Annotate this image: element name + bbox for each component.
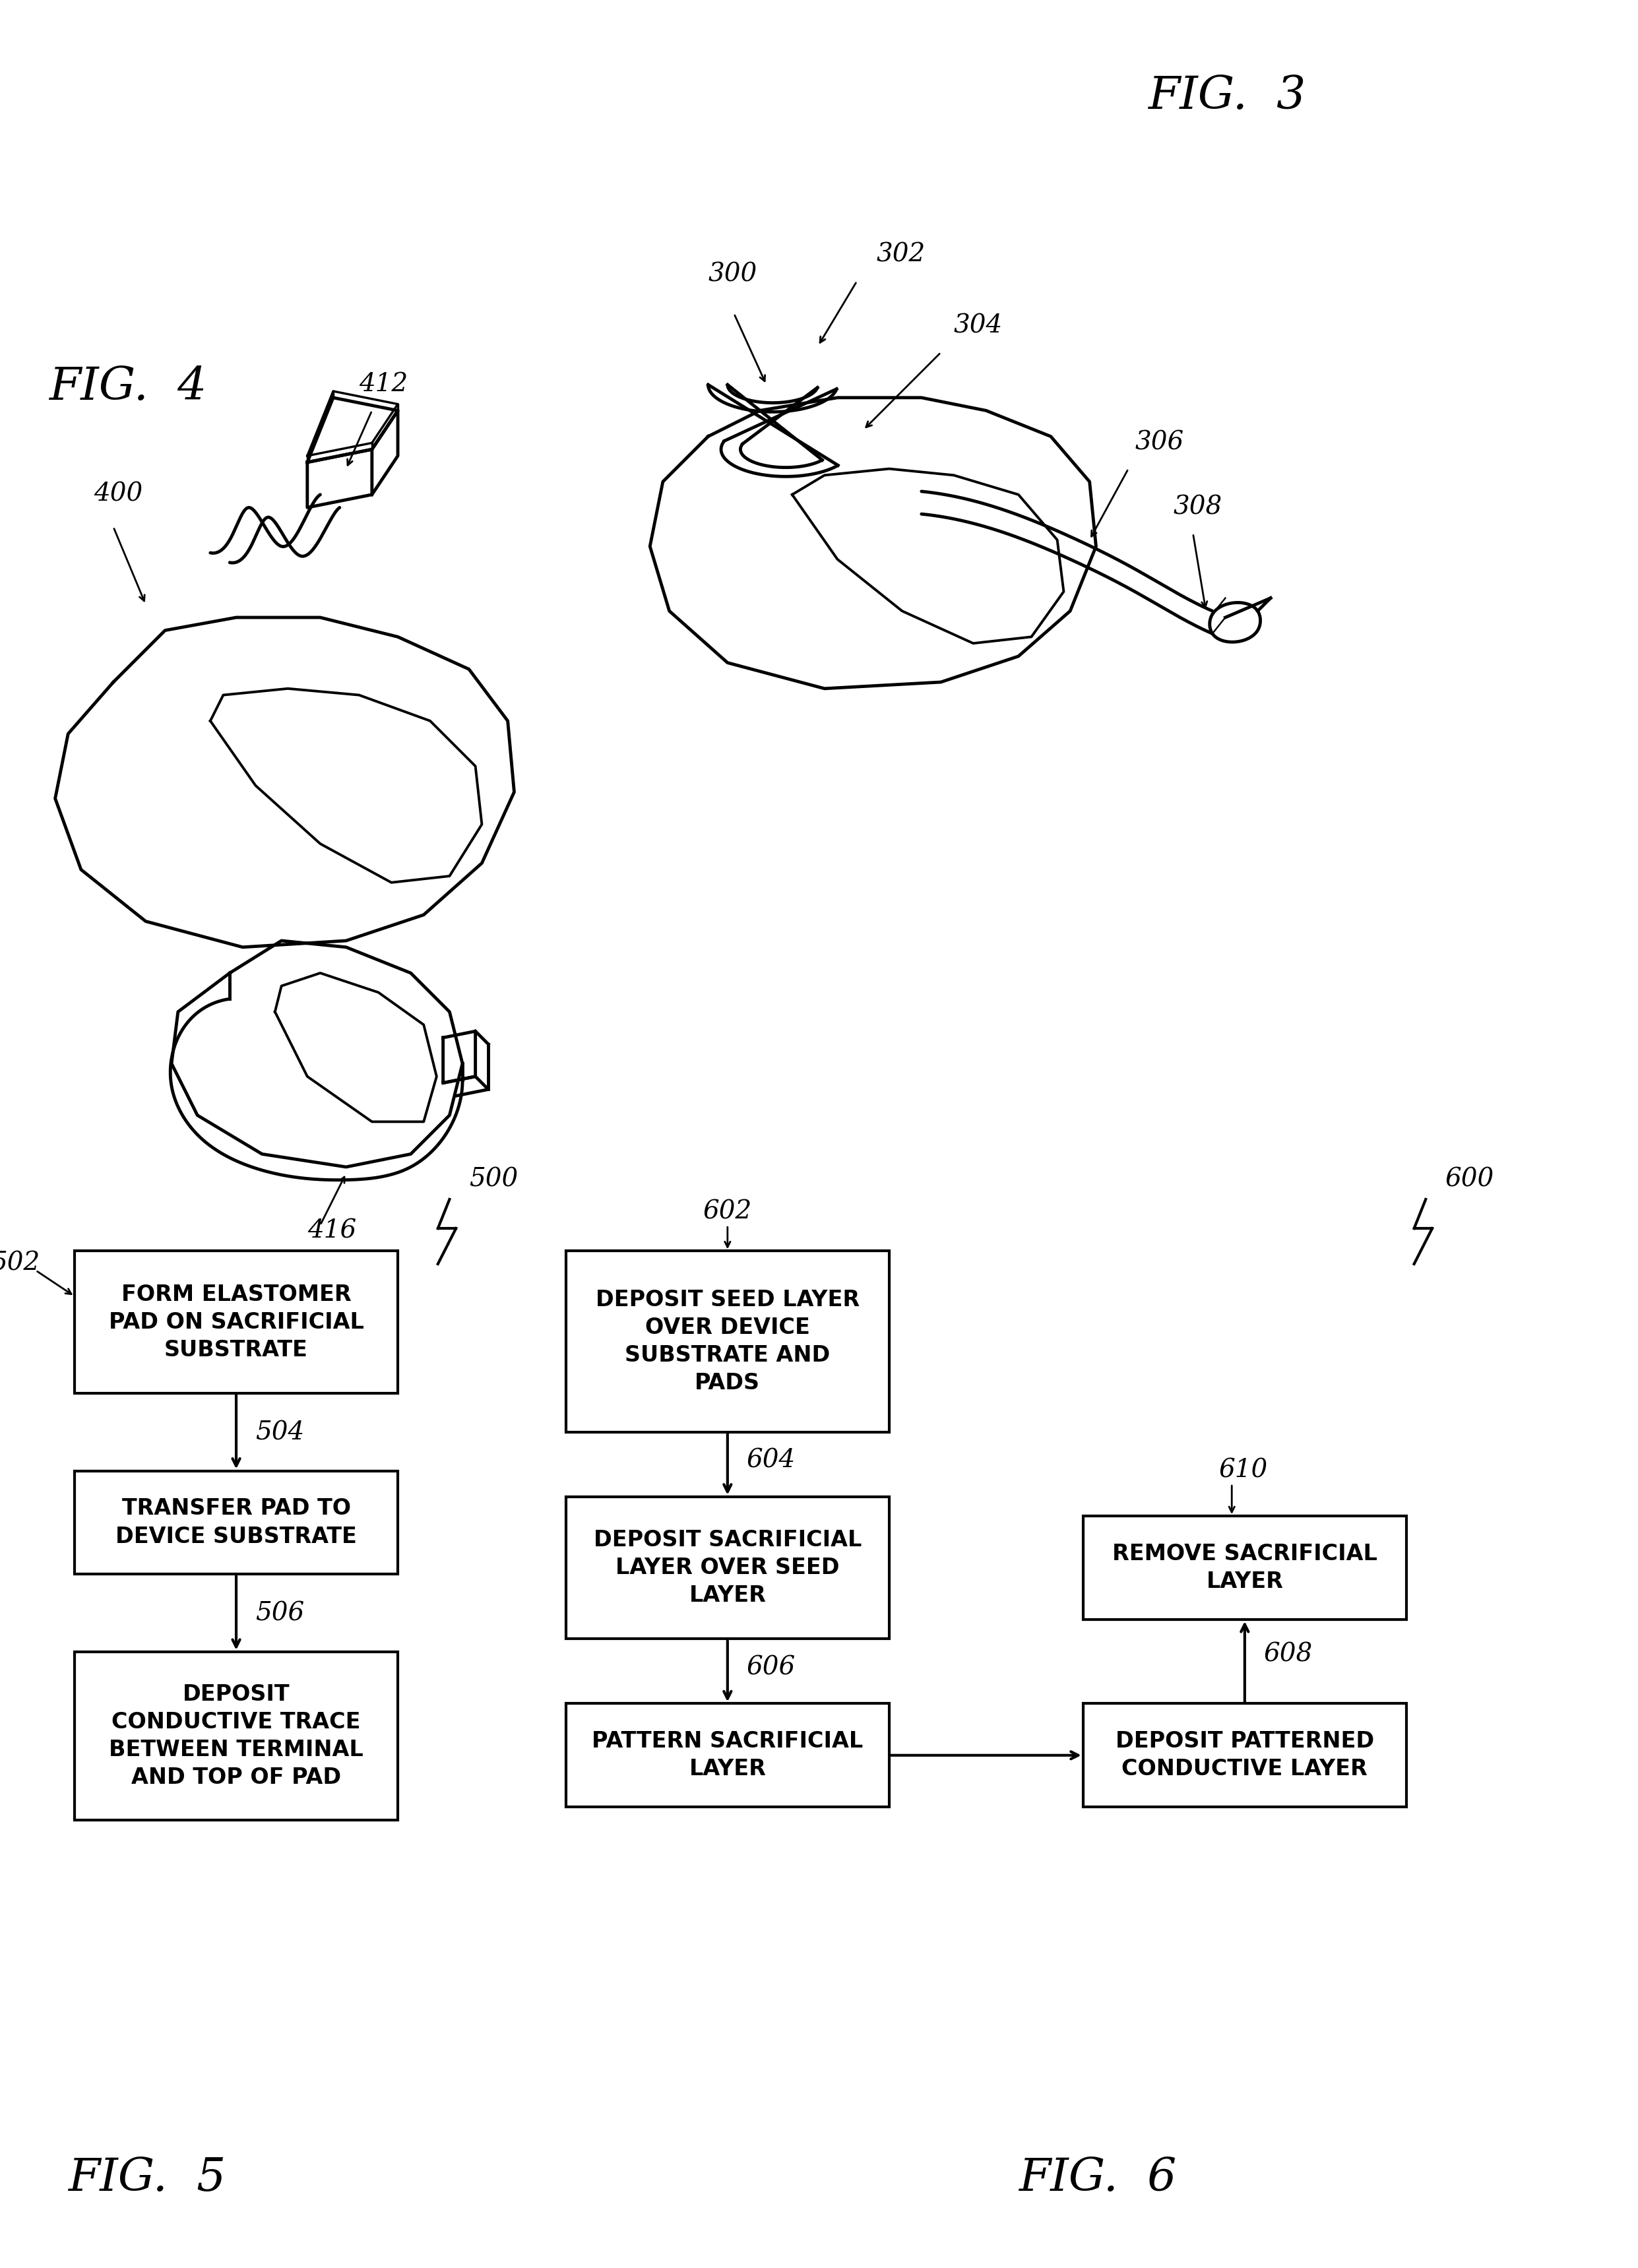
FancyBboxPatch shape — [1083, 1515, 1407, 1619]
FancyBboxPatch shape — [1083, 1703, 1407, 1808]
Text: PATTERN SACRIFICIAL
LAYER: PATTERN SACRIFICIAL LAYER — [591, 1730, 863, 1780]
Text: 504: 504 — [256, 1420, 305, 1445]
Text: 308: 308 — [1173, 494, 1222, 519]
FancyBboxPatch shape — [75, 1651, 398, 1819]
Text: DEPOSIT
CONDUCTIVE TRACE
BETWEEN TERMINAL
AND TOP OF PAD: DEPOSIT CONDUCTIVE TRACE BETWEEN TERMINA… — [110, 1683, 364, 1789]
Text: 412: 412 — [359, 372, 408, 397]
FancyBboxPatch shape — [565, 1497, 889, 1640]
Text: FIG.  5: FIG. 5 — [69, 2157, 226, 2200]
Text: 604: 604 — [747, 1449, 796, 1472]
FancyBboxPatch shape — [565, 1252, 889, 1431]
Text: 304: 304 — [953, 313, 1002, 338]
FancyBboxPatch shape — [75, 1252, 398, 1393]
Text: 400: 400 — [93, 483, 143, 506]
Text: 610: 610 — [1219, 1458, 1268, 1483]
Text: 300: 300 — [708, 263, 757, 286]
Text: DEPOSIT PATTERNED
CONDUCTIVE LAYER: DEPOSIT PATTERNED CONDUCTIVE LAYER — [1115, 1730, 1374, 1780]
Text: FIG.  6: FIG. 6 — [1019, 2157, 1176, 2200]
Text: 606: 606 — [747, 1656, 796, 1681]
Text: 506: 506 — [256, 1601, 305, 1626]
Text: FIG.  3: FIG. 3 — [1148, 75, 1305, 118]
FancyBboxPatch shape — [75, 1472, 398, 1574]
Text: 608: 608 — [1265, 1642, 1314, 1667]
Text: REMOVE SACRIFICIAL
LAYER: REMOVE SACRIFICIAL LAYER — [1112, 1542, 1378, 1592]
Text: 302: 302 — [876, 243, 925, 268]
Text: 306: 306 — [1135, 431, 1184, 454]
Text: DEPOSIT SACRIFICIAL
LAYER OVER SEED
LAYER: DEPOSIT SACRIFICIAL LAYER OVER SEED LAYE… — [593, 1529, 862, 1606]
Text: FIG.  4: FIG. 4 — [49, 365, 206, 411]
Text: 602: 602 — [703, 1200, 752, 1225]
Text: DEPOSIT SEED LAYER
OVER DEVICE
SUBSTRATE AND
PADS: DEPOSIT SEED LAYER OVER DEVICE SUBSTRATE… — [596, 1288, 860, 1395]
Text: TRANSFER PAD TO
DEVICE SUBSTRATE: TRANSFER PAD TO DEVICE SUBSTRATE — [116, 1497, 357, 1547]
Text: 500: 500 — [468, 1168, 518, 1191]
Text: FORM ELASTOMER
PAD ON SACRIFICIAL
SUBSTRATE: FORM ELASTOMER PAD ON SACRIFICIAL SUBSTR… — [108, 1284, 364, 1361]
Text: 502: 502 — [0, 1252, 39, 1275]
FancyBboxPatch shape — [565, 1703, 889, 1808]
Text: 416: 416 — [308, 1218, 357, 1243]
Text: 600: 600 — [1445, 1168, 1494, 1191]
